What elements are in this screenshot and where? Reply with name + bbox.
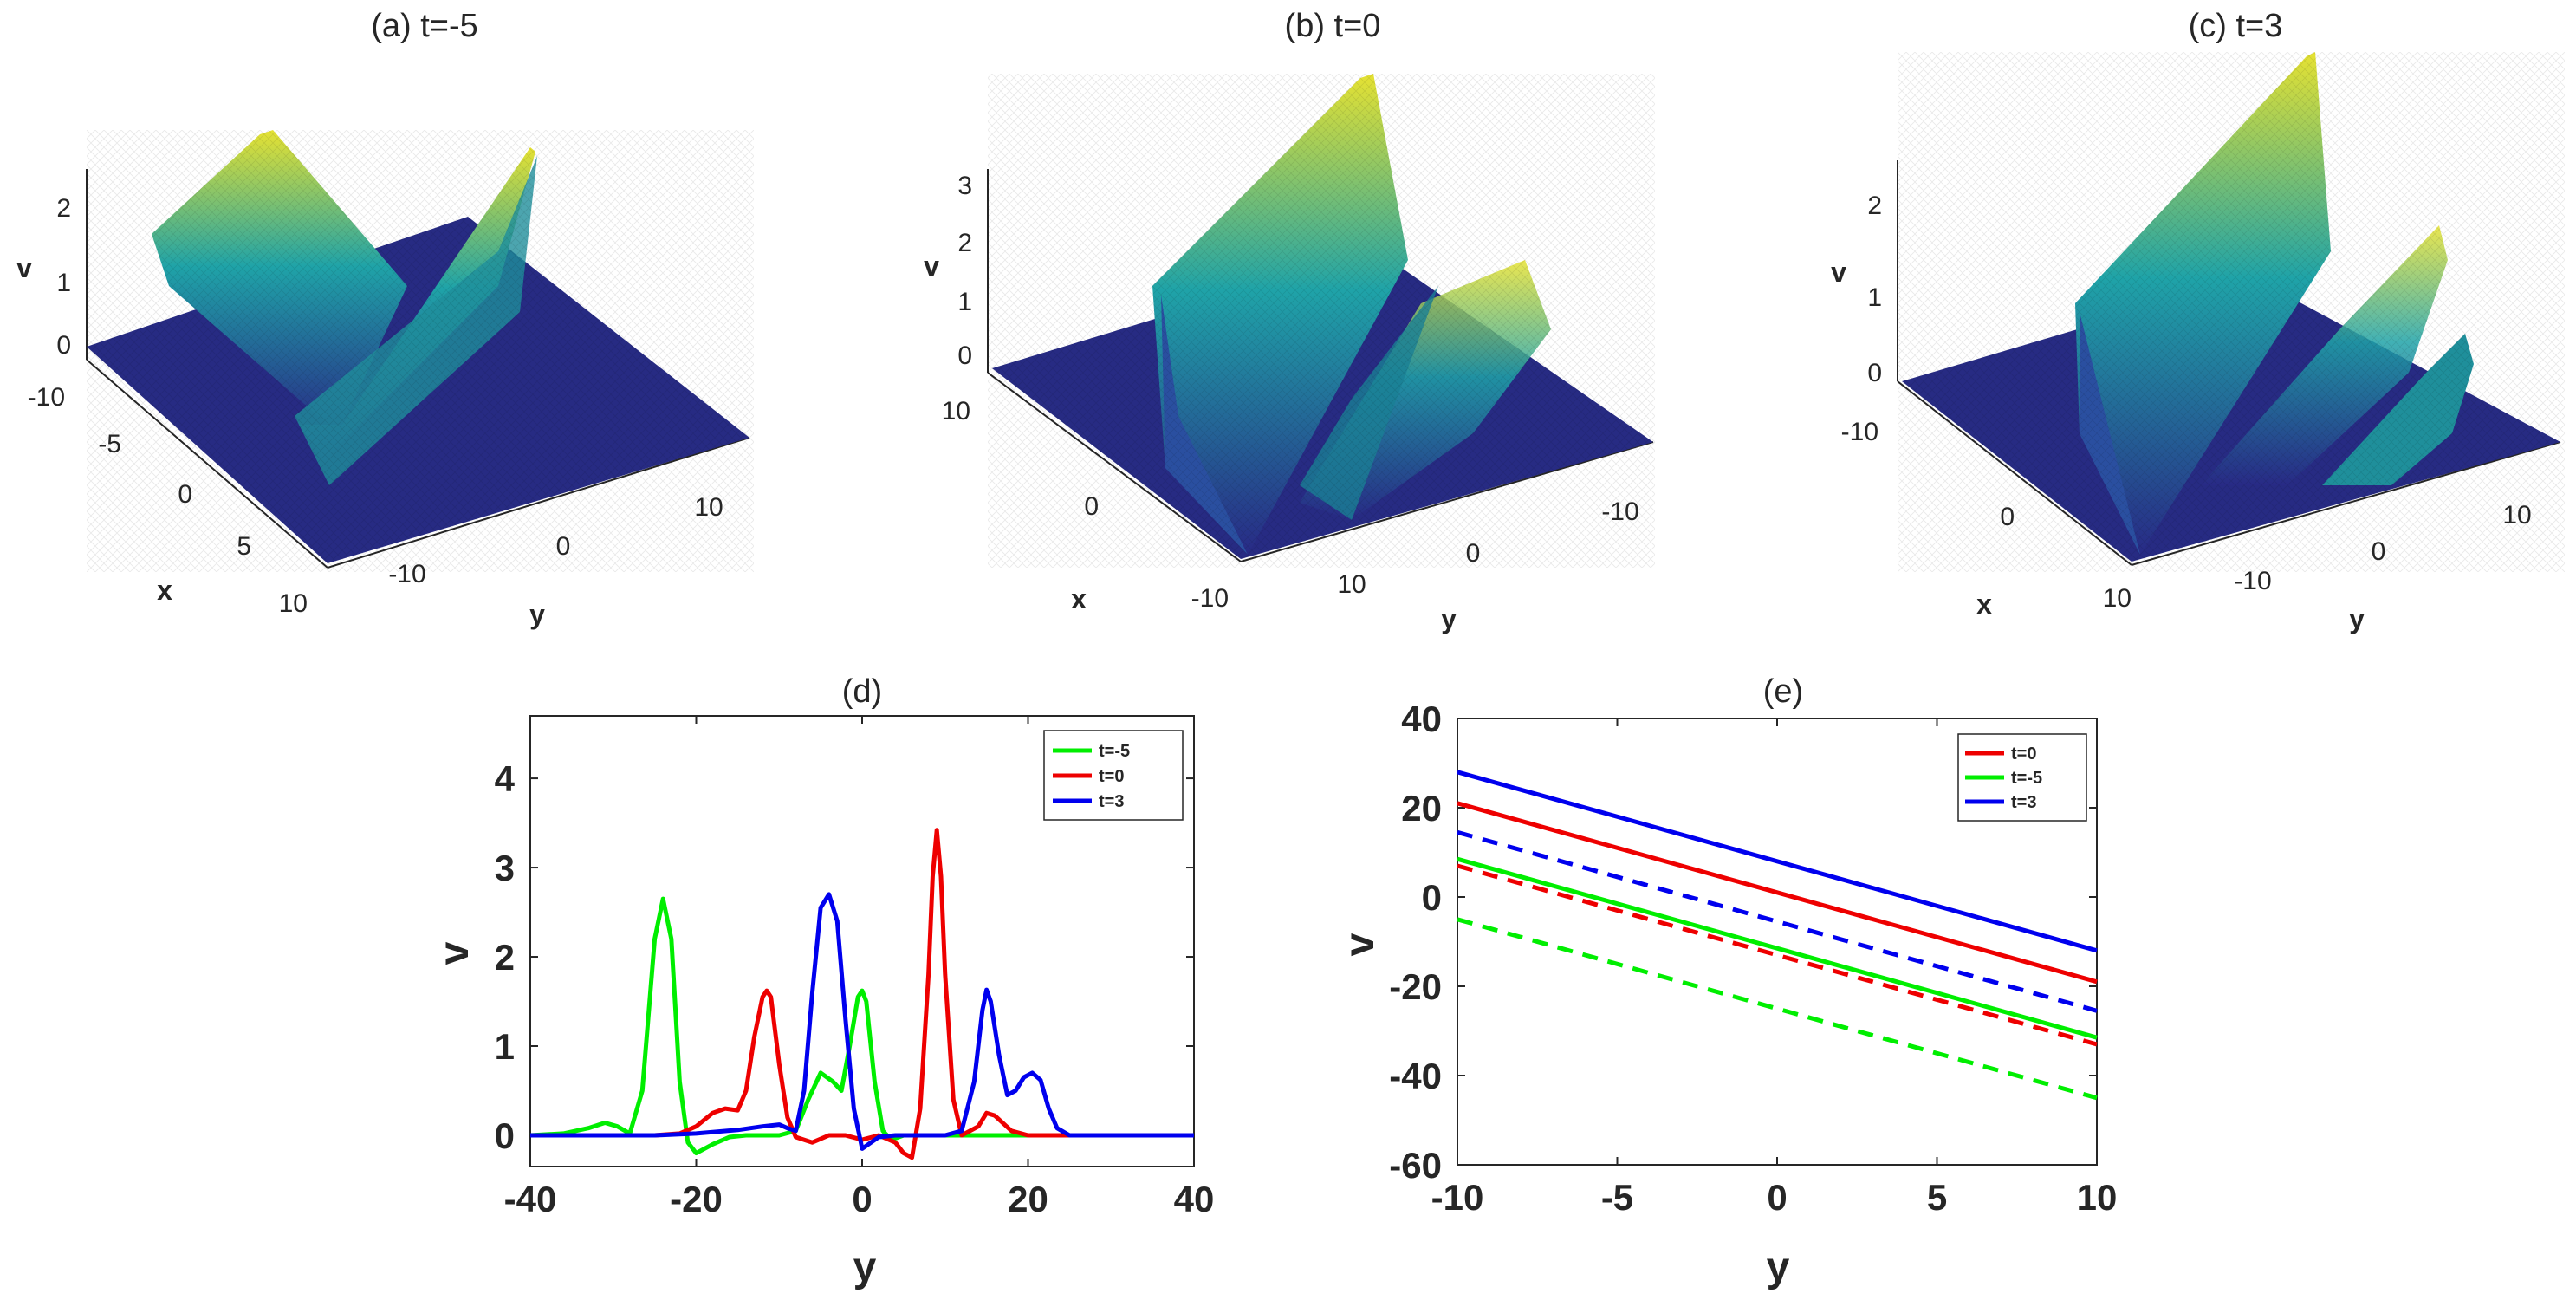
panel-e-xtick-label-4: 10 <box>2077 1177 2118 1218</box>
panel-b-zticks-2: 2 <box>957 229 972 257</box>
panel-d-xlabel: y <box>853 1245 877 1290</box>
panel-c-zticks-1: 1 <box>1867 283 1882 312</box>
panel-a-zticks-0: 0 <box>56 331 71 360</box>
panel-c-xticks-1: 0 <box>2000 503 2015 531</box>
panel-d-legend-label-0: t=-5 <box>1099 742 1130 761</box>
panel-e-ytick-label-0: -60 <box>1389 1145 1442 1186</box>
panel-e-ytick-label-3: 0 <box>1422 877 1442 918</box>
panel-e-legend-label-0: t=0 <box>2011 744 2036 764</box>
panel-a-title: (a) t=-5 <box>371 8 478 44</box>
panel-e-xtick-label-1: -5 <box>1601 1177 1633 1218</box>
panel-d-ticks: -40 -20 0 20 40 0 1 2 3 4 <box>495 716 1215 1219</box>
panel-d-lines <box>529 828 1194 1160</box>
panel-e-ytick-label-4: 20 <box>1401 788 1442 829</box>
panel-b-mesh <box>988 74 1655 568</box>
panel-e-ytick-label-5: 40 <box>1401 699 1442 739</box>
panel-c-yticks-1: 0 <box>2372 537 2386 566</box>
panel-b-xticks-1: 0 <box>1084 492 1099 521</box>
panel-e-series-2 <box>1457 770 2098 953</box>
panel-b-xlabel: x <box>1071 583 1087 614</box>
panel-d-xtick-label-1: -20 <box>670 1179 723 1219</box>
panel-d-legend-label-1: t=0 <box>1099 767 1124 786</box>
panel-e-xtick-label-2: 0 <box>1767 1177 1787 1218</box>
panel-e-series-5 <box>1457 917 2098 1101</box>
panel-d-series-1 <box>530 828 1194 1160</box>
panel-d-ytick-label-2: 2 <box>495 937 515 978</box>
panel-d-ylabel: v <box>431 941 477 965</box>
panel-a-zticks-1: 1 <box>56 269 71 297</box>
panel-e-series-4 <box>1457 863 2098 1047</box>
panel-d-ytick-label-1: 1 <box>495 1026 515 1067</box>
panel-b-yticks-0: 10 <box>1337 570 1366 599</box>
panel-d-ytick-label-0: 0 <box>495 1115 515 1156</box>
panel-b-title: (b) t=0 <box>1285 8 1381 44</box>
panel-c-yticks-0: -10 <box>2234 567 2271 595</box>
panel-a-xticks-1: -5 <box>98 430 121 458</box>
panel-a-yticks-2: 10 <box>694 493 723 522</box>
panel-d-title: (d) <box>842 673 882 710</box>
panel-a-zticks-2: 2 <box>56 194 71 223</box>
panel-e-xlabel: y <box>1767 1245 1790 1290</box>
panel-c-zlabel: v <box>1831 257 1846 288</box>
panel-c-zticks-0: 0 <box>1867 359 1882 387</box>
panel-a-ylabel: y <box>529 599 545 630</box>
panel-a-xticks-2: 0 <box>178 480 192 509</box>
panel-e-title: (e) <box>1763 673 1803 710</box>
panel-a-xticks-3: 5 <box>237 532 251 561</box>
panel-e-ylabel: v <box>1337 933 1383 956</box>
panel-a-yticks-1: 0 <box>556 532 571 561</box>
panel-e-series-0 <box>1457 801 2098 985</box>
panel-b-yticks-1: 0 <box>1466 539 1481 568</box>
panel-d-legend-label-2: t=3 <box>1099 792 1124 811</box>
panel-c-zticks-2: 2 <box>1867 192 1882 220</box>
panel-b-ylabel: y <box>1441 603 1457 634</box>
panel-e-legend-label-1: t=-5 <box>2011 769 2042 788</box>
panel-e-lines <box>1457 770 2098 1101</box>
panel-a-xticks-4: 10 <box>279 589 308 618</box>
panel-d-ytick-label-3: 3 <box>495 848 515 888</box>
panel-c-ylabel: y <box>2349 603 2365 634</box>
panel-e-legend-label-2: t=3 <box>2011 793 2036 812</box>
panel-d-series-2 <box>530 892 1194 1151</box>
panel-c-xticks-0: -10 <box>1841 418 1878 446</box>
panel-a-yticks-0: -10 <box>388 560 425 588</box>
panel-b-zticks-0: 0 <box>957 341 972 370</box>
panel-d-xtick-label-0: -40 <box>504 1179 557 1219</box>
panel-b-zlabel: v <box>924 250 939 282</box>
panel-d-xtick-label-3: 20 <box>1008 1179 1048 1219</box>
panel-d-xtick-label-4: 40 <box>1174 1179 1215 1219</box>
panel-a-zlabel: v <box>16 252 32 283</box>
panel-e-ytick-label-2: -20 <box>1389 966 1442 1007</box>
panel-e-series-3 <box>1457 829 2098 1013</box>
panel-e-ytick-label-1: -40 <box>1389 1056 1442 1096</box>
panel-e-xtick-label-0: -10 <box>1431 1177 1484 1218</box>
panel-b: (b) t=0 0 1 2 3 v 10 0 -10 x 10 0 -10 y <box>924 8 1655 634</box>
panel-b-zticks-3: 3 <box>957 172 972 200</box>
panel-b-zticks-1: 1 <box>957 288 972 316</box>
panel-c-xlabel: x <box>1976 588 1992 620</box>
panel-c-mesh <box>1898 52 2565 572</box>
panel-d-ytick-label-4: 4 <box>495 758 516 799</box>
panel-c-xticks-2: 10 <box>2103 584 2132 613</box>
panel-c: (c) t=3 0 1 2 v -10 0 10 x -10 0 10 y <box>1831 8 2565 634</box>
panel-e: (e) -10 -5 0 5 10 -60 -40 -20 0 20 40 y v t=0 t=-5… <box>1337 673 2117 1290</box>
panel-a-xlabel: x <box>157 575 172 606</box>
panel-b-yticks-2: -10 <box>1601 497 1638 526</box>
panel-c-yticks-2: 10 <box>2502 501 2531 530</box>
panel-d-series-0 <box>529 896 1194 1156</box>
panel-e-series-1 <box>1457 856 2098 1040</box>
panel-e-ticks: -10 -5 0 5 10 -60 -40 -20 0 20 40 <box>1389 699 2117 1218</box>
panel-a-mesh <box>87 130 754 572</box>
panel-a: (a) t=-5 2 1 0 v -10 -5 0 5 10 x -10 0 1… <box>16 8 754 630</box>
panel-b-xticks-2: -10 <box>1191 584 1229 613</box>
panel-d-xtick-label-2: 0 <box>852 1179 872 1219</box>
panel-b-xticks-0: 10 <box>942 397 970 426</box>
panel-e-xtick-label-3: 5 <box>1927 1177 1947 1218</box>
panel-a-xticks-0: -10 <box>28 383 65 412</box>
panel-c-title: (c) t=3 <box>2189 8 2283 44</box>
panel-d: (d) -40 -20 0 20 40 0 1 2 3 4 y v t=-5 t=0 t=3 <box>431 673 1214 1290</box>
